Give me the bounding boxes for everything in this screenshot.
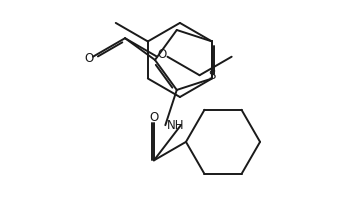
Text: O: O bbox=[84, 52, 93, 65]
Text: NH: NH bbox=[167, 119, 185, 132]
Text: O: O bbox=[157, 48, 167, 61]
Text: S: S bbox=[208, 69, 216, 82]
Text: O: O bbox=[149, 111, 158, 124]
